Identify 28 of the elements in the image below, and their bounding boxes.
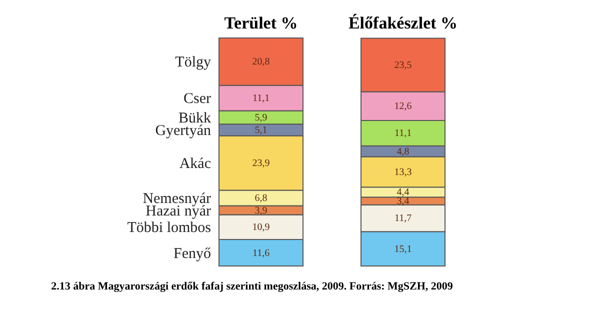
data-label: 6,8: [254, 193, 268, 204]
data-label: 15,1: [394, 244, 412, 255]
series-label: Többi lombos: [127, 220, 212, 236]
data-label: 12,6: [394, 101, 412, 112]
data-label: 20,8: [252, 56, 270, 68]
data-label: 13,3: [394, 166, 412, 178]
data-label: 3,4: [396, 196, 410, 208]
data-label: 23,9: [252, 158, 270, 170]
series-label: Fenyő: [174, 246, 211, 262]
data-label: 10,9: [252, 222, 270, 234]
text: 2.13 ábra Magyarországi erdők fafaj szerinti megoszlása, 2009. Forrás: MgSZH, 2009: [51, 280, 454, 292]
data-label: 11,7: [394, 213, 412, 224]
data-label: 11,1: [394, 128, 412, 140]
series-label: Akác: [179, 156, 212, 172]
data-label: 5,1: [254, 125, 268, 136]
x-tick-label: Élőfakészlet %: [348, 14, 458, 32]
data-label: 3,9: [254, 205, 268, 216]
series-label: Gyertyán: [155, 123, 212, 139]
data-label: 23,5: [394, 60, 412, 72]
series-label: Cser: [184, 91, 211, 108]
series-label: Tölgy: [175, 54, 212, 71]
data-label: 4,8: [396, 146, 410, 158]
x-tick-label: Terület %: [224, 14, 298, 32]
data-label: 11,1: [252, 93, 270, 104]
series-label: Nemesnyár: [142, 191, 211, 208]
data-label: 4,4: [396, 187, 410, 198]
data-label: 11,6: [252, 248, 270, 259]
data-label: 5,9: [254, 112, 268, 124]
